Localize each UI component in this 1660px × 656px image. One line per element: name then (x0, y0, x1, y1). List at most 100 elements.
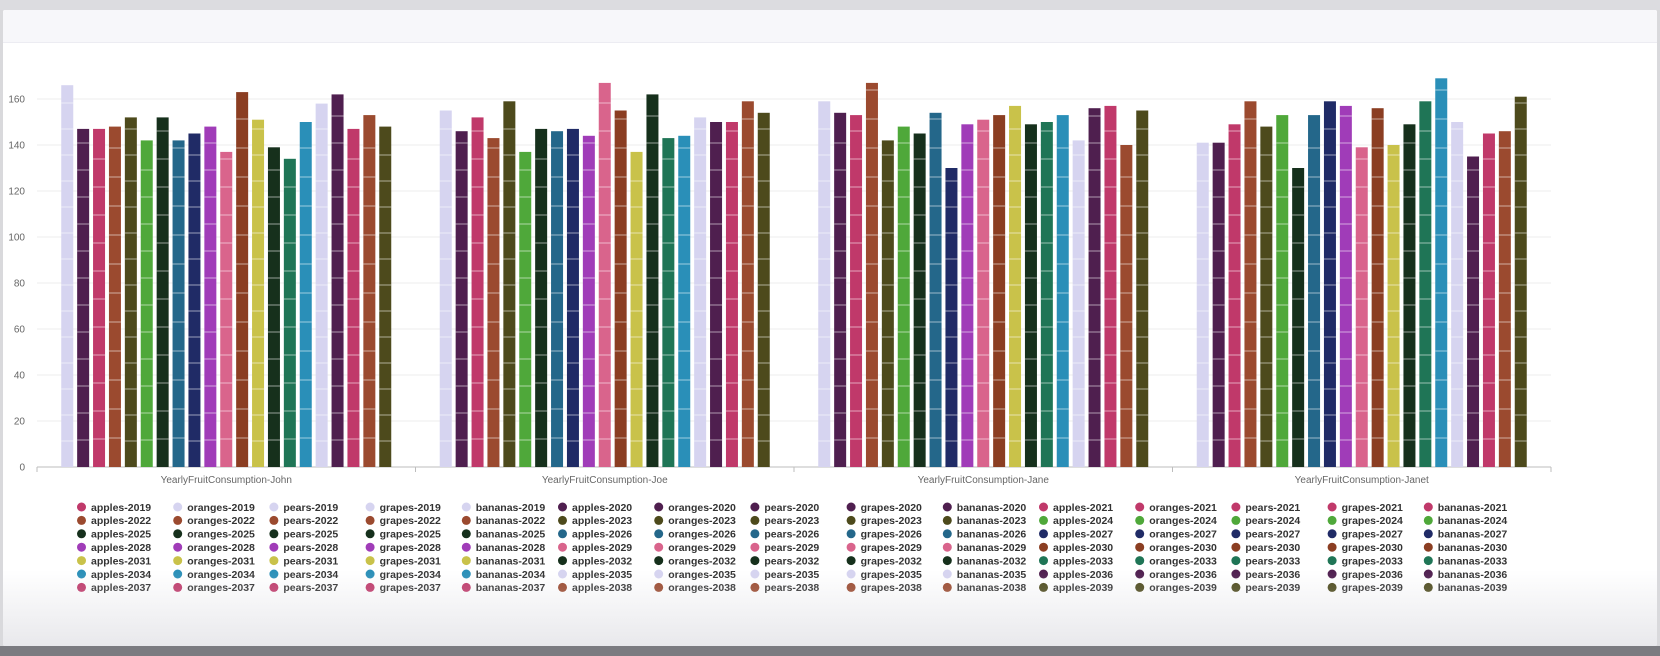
bar[interactable] (77, 128, 90, 467)
bar[interactable] (710, 122, 723, 467)
legend-swatch[interactable] (173, 556, 183, 566)
legend-item-label[interactable]: pears-2035 (764, 569, 819, 581)
legend-item-label[interactable]: pears-2019 (283, 502, 338, 514)
bar[interactable] (662, 138, 675, 467)
legend-swatch[interactable] (654, 515, 664, 525)
legend-item-label[interactable]: bananas-2036 (1438, 569, 1508, 581)
legend-item-label[interactable]: oranges-2023 (668, 515, 736, 527)
legend-swatch[interactable] (1135, 502, 1145, 512)
legend-item-label[interactable]: apples-2027 (1053, 529, 1113, 541)
legend-item-label[interactable]: oranges-2019 (187, 502, 255, 514)
bar[interactable] (1228, 124, 1241, 468)
legend-item-label[interactable]: apples-2036 (1053, 569, 1113, 581)
bar[interactable] (1387, 145, 1400, 467)
legend-swatch[interactable] (1039, 529, 1048, 539)
legend-item-label[interactable]: pears-2038 (764, 582, 819, 594)
legend-item-label[interactable]: bananas-2025 (476, 529, 546, 541)
bar[interactable] (694, 117, 707, 468)
legend-item-label[interactable]: pears-2032 (764, 555, 819, 567)
legend-item-label[interactable]: pears-2022 (283, 515, 338, 527)
bar[interactable] (1056, 115, 1069, 467)
bar[interactable] (503, 101, 516, 468)
legend-swatch[interactable] (1231, 556, 1241, 566)
legend-item-label[interactable]: bananas-2027 (1438, 529, 1508, 541)
legend-swatch[interactable] (1039, 569, 1048, 579)
legend-item-label[interactable]: bananas-2028 (476, 542, 546, 554)
legend-swatch[interactable] (173, 515, 183, 525)
legend-swatch[interactable] (269, 502, 279, 512)
bar[interactable] (741, 101, 754, 468)
bar[interactable] (850, 115, 863, 467)
legend-item-label[interactable]: grapes-2030 (1342, 542, 1403, 554)
legend-item-label[interactable]: apples-2025 (91, 529, 151, 541)
legend-item-label[interactable]: oranges-2033 (1149, 555, 1217, 567)
legend-swatch[interactable] (846, 542, 856, 552)
bar[interactable] (487, 138, 500, 467)
legend-swatch[interactable] (173, 582, 183, 592)
bar[interactable] (1467, 156, 1480, 468)
legend-item-label[interactable]: pears-2020 (764, 502, 819, 514)
bar[interactable] (61, 85, 74, 467)
legend-item-label[interactable]: apples-2035 (572, 569, 632, 581)
bar[interactable] (124, 117, 137, 468)
bar[interactable] (299, 122, 312, 467)
legend-swatch[interactable] (846, 529, 856, 539)
legend-swatch[interactable] (1327, 542, 1337, 552)
legend-item-label[interactable]: oranges-2024 (1149, 515, 1217, 527)
legend-swatch[interactable] (1423, 502, 1433, 512)
legend-item-label[interactable]: apples-2033 (1053, 555, 1113, 567)
legend-item-label[interactable]: pears-2031 (283, 555, 338, 567)
legend-item-label[interactable]: bananas-2021 (1438, 502, 1508, 514)
legend-swatch[interactable] (1135, 529, 1145, 539)
bar[interactable] (156, 117, 169, 468)
legend-item-label[interactable]: apples-2024 (1053, 515, 1113, 527)
legend-item-label[interactable]: grapes-2021 (1342, 502, 1403, 514)
bar[interactable] (471, 117, 484, 468)
legend-item-label[interactable]: bananas-2034 (476, 569, 546, 581)
legend-item-label[interactable]: grapes-2038 (861, 582, 922, 594)
legend-swatch[interactable] (1423, 529, 1433, 539)
legend-item-label[interactable]: grapes-2031 (380, 555, 441, 567)
legend-swatch[interactable] (365, 502, 375, 512)
legend-swatch[interactable] (750, 569, 760, 579)
bar[interactable] (108, 126, 121, 467)
legend-swatch[interactable] (1423, 542, 1433, 552)
legend-item-label[interactable]: apples-2031 (91, 555, 151, 567)
legend-item-label[interactable]: apples-2028 (91, 542, 151, 554)
legend-swatch[interactable] (173, 502, 183, 512)
bar[interactable] (1260, 126, 1273, 467)
legend-item-label[interactable]: grapes-2022 (380, 515, 441, 527)
legend-item-label[interactable]: oranges-2039 (1149, 582, 1217, 594)
legend-swatch[interactable] (365, 542, 375, 552)
bar[interactable] (598, 82, 611, 468)
bar[interactable] (220, 151, 233, 467)
legend-swatch[interactable] (269, 556, 279, 566)
legend-item-label[interactable]: oranges-2026 (668, 529, 736, 541)
bar[interactable] (993, 115, 1006, 467)
bar[interactable] (1308, 115, 1321, 467)
bar[interactable] (347, 128, 360, 467)
legend-item-label[interactable]: oranges-2029 (668, 542, 736, 554)
legend-swatch[interactable] (77, 529, 86, 539)
legend-swatch[interactable] (654, 582, 664, 592)
legend-item-label[interactable]: apples-2037 (91, 582, 151, 594)
legend-item-label[interactable]: oranges-2034 (187, 569, 255, 581)
legend-swatch[interactable] (77, 556, 86, 566)
bar[interactable] (834, 112, 847, 468)
legend-item-label[interactable]: bananas-2022 (476, 515, 546, 527)
legend-item-label[interactable]: apples-2026 (572, 529, 632, 541)
legend-item-label[interactable]: pears-2037 (283, 582, 338, 594)
bar[interactable] (818, 101, 831, 468)
bar[interactable] (331, 94, 344, 468)
legend-item-label[interactable]: bananas-2039 (1438, 582, 1508, 594)
legend-item-label[interactable]: grapes-2036 (1342, 569, 1403, 581)
bar[interactable] (1498, 131, 1511, 467)
legend-item-label[interactable]: oranges-2032 (668, 555, 736, 567)
legend-item-label[interactable]: grapes-2033 (1342, 555, 1403, 567)
legend-item-label[interactable]: pears-2024 (1245, 515, 1300, 527)
bar[interactable] (865, 82, 878, 468)
legend-item-label[interactable]: grapes-2019 (380, 502, 441, 514)
bar[interactable] (678, 135, 691, 468)
bar[interactable] (1009, 105, 1022, 468)
bar[interactable] (363, 115, 376, 467)
